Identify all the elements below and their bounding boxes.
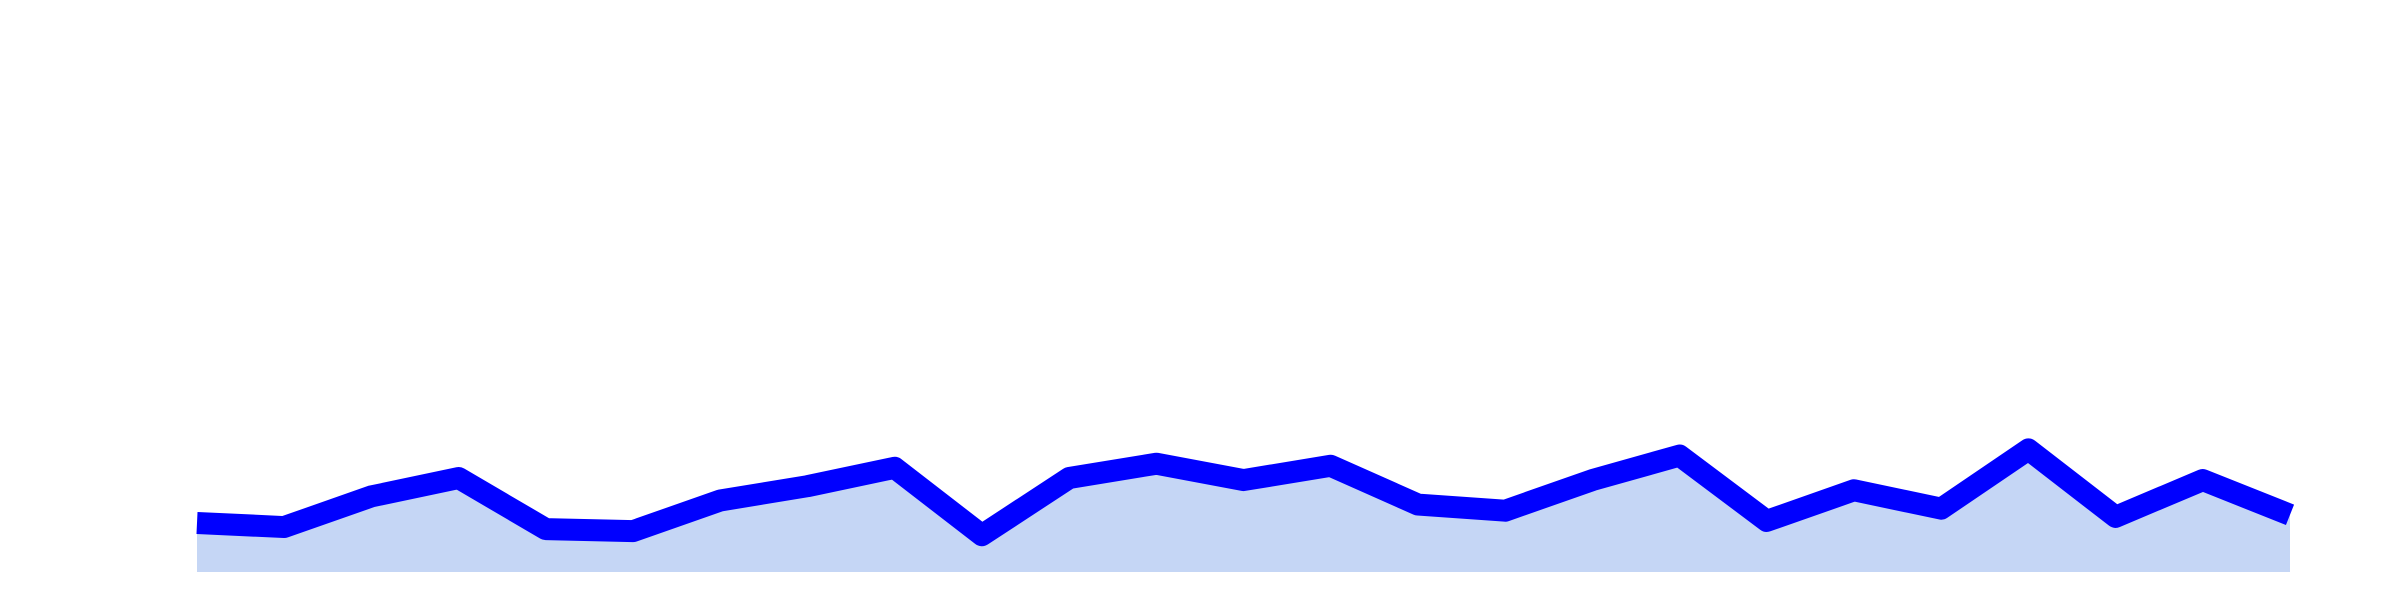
series-layer (196, 438, 2295, 572)
series-area-fill (197, 449, 2290, 572)
series-line (196, 438, 2295, 547)
